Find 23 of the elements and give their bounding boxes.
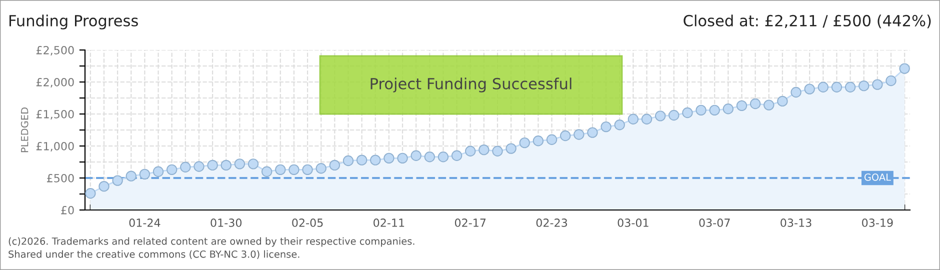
y-axis-title: PLEDGED: [20, 108, 28, 152]
x-tick-label: 02-23: [536, 218, 568, 227]
x-tick-label: 03-13: [780, 218, 812, 227]
x-tick-label: 03-19: [862, 218, 893, 227]
y-tick-label: £1,000: [36, 142, 74, 152]
x-tick-label: 03-07: [699, 218, 730, 227]
y-tick-label: £2,000: [36, 78, 74, 88]
x-tick-label: 01-24: [129, 218, 160, 227]
ref-line-label: GOAL: [864, 173, 891, 181]
y-tick-label: £500: [47, 174, 74, 182]
text: Shared under the creative commons (CC BY-NC 3.0) license.: [8, 250, 300, 259]
y-tick-label: £2,500: [36, 46, 74, 56]
x-tick-label: 02-05: [292, 218, 323, 227]
text: (c)2026. Trademarks and related content are owned by their respective companies.: [8, 237, 414, 247]
x-tick-label: 01-30: [210, 218, 242, 227]
chart-subtitle: Closed at: £2,211 / £500 (442%): [684, 14, 931, 28]
chart-title: Funding Progress: [10, 14, 138, 30]
annotation: Project Funding Successful: [370, 78, 572, 92]
y-tick-label: £0: [61, 206, 74, 214]
y-tick-label: £1,500: [36, 110, 74, 120]
x-tick-label: 02-17: [454, 218, 486, 227]
x-tick-label: 02-11: [374, 218, 404, 227]
x-tick-label: 03-01: [618, 218, 648, 227]
